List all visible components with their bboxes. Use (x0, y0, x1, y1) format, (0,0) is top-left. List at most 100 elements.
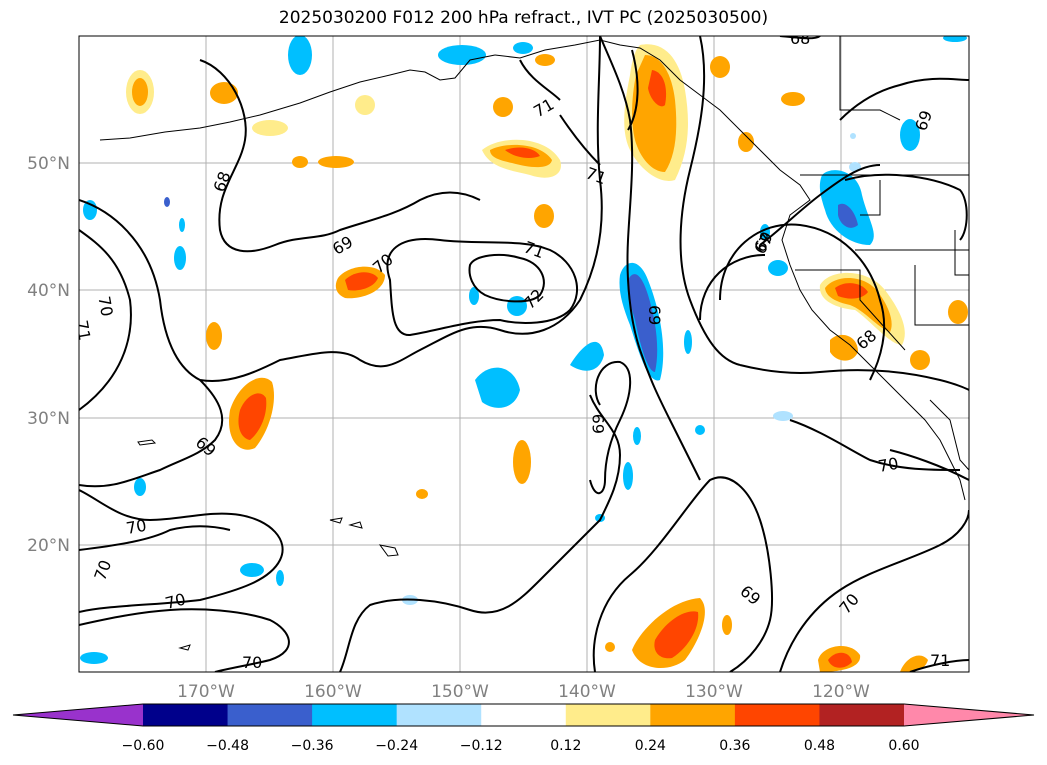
shade-negative (475, 367, 520, 408)
shade-positive (910, 350, 930, 370)
shade-positive (654, 611, 699, 659)
contour-line (844, 173, 968, 241)
shade-positive (830, 334, 858, 361)
shade-negative (943, 36, 967, 42)
colorbar-tick-label: −0.48 (206, 738, 249, 754)
contour-line (679, 36, 741, 366)
shade-negative (179, 218, 185, 232)
coastline-north-america (494, 39, 966, 501)
coastline-aleutians (99, 54, 496, 141)
lon-label: 160°W (304, 682, 362, 702)
shade-negative (838, 203, 858, 228)
colorbar-ticks: −0.60 −0.48 −0.36 −0.24 −0.12 0.12 0.24 … (122, 738, 920, 754)
colorbar-segment (650, 704, 736, 726)
lon-label: 170°W (177, 682, 235, 702)
coastlines (99, 36, 969, 651)
map-title: 2025030200 F012 200 hPa refract., IVT PC… (278, 8, 769, 28)
border-state (860, 180, 881, 216)
colorbar-segment (734, 704, 820, 726)
contour-line (79, 379, 224, 488)
lon-label: 150°W (431, 682, 489, 702)
colorbar-tick-label: −0.36 (291, 738, 334, 754)
shade-positive (632, 55, 677, 172)
border-canada (839, 36, 901, 121)
shade-negative (276, 570, 284, 586)
contour-line (559, 114, 601, 166)
contour-label: 70 (125, 516, 148, 538)
island-hawaii (378, 544, 399, 557)
contour-line (589, 360, 632, 495)
shade-negative (684, 330, 692, 354)
contour-label: 71 (930, 651, 950, 670)
shade-positive (416, 489, 428, 499)
shade-negative (438, 45, 486, 65)
shade-positive (318, 156, 354, 168)
contour-line (79, 489, 284, 613)
colorbar-tick-label: −0.60 (122, 738, 165, 754)
shade-positive (738, 132, 754, 152)
contour-line (79, 525, 231, 551)
contour-line (599, 36, 701, 481)
shade-positive (210, 82, 238, 104)
colorbar-segment (481, 704, 567, 726)
lat-label: 50°N (27, 154, 70, 174)
shade-negative (633, 427, 641, 445)
colorbar-tick-label: −0.12 (460, 738, 503, 754)
shade-negative (623, 462, 633, 490)
lon-label: 130°W (685, 682, 743, 702)
colorbar: −0.60 −0.48 −0.36 −0.24 −0.12 0.12 0.24 … (12, 703, 1035, 754)
shade-negative (773, 411, 793, 421)
contour-label: 70 (242, 653, 262, 672)
shade-positive (948, 300, 968, 324)
shade-negative (850, 133, 856, 139)
shade-positive (605, 642, 615, 652)
longitude-labels: 170°W 160°W 150°W 140°W 130°W 120°W (177, 682, 870, 702)
shade-positive (132, 78, 148, 106)
shade-positive (345, 272, 378, 291)
contour-line (199, 59, 481, 253)
contour-label: 70 (163, 589, 188, 613)
shade-positive (534, 204, 554, 228)
contour-label: 69 (645, 305, 664, 325)
shade-negative (174, 246, 186, 270)
shade-negative (768, 260, 788, 276)
colorbar-extend-low (13, 704, 143, 726)
ivt-shading (80, 36, 968, 672)
shade-positive (828, 652, 852, 668)
contour-line (839, 77, 969, 121)
contour-line (759, 164, 881, 246)
contour-line (699, 254, 766, 321)
shade-positive (781, 92, 805, 106)
contour-line (889, 449, 969, 481)
island-hawaii (329, 517, 343, 524)
shade-positive (710, 56, 730, 78)
colorbar-segment (312, 704, 398, 726)
border-california (795, 269, 906, 351)
colorbar-tick-label: 0.36 (719, 738, 750, 754)
colorbar-segments (143, 704, 905, 726)
shade-negative (627, 274, 658, 372)
shade-negative (134, 478, 146, 496)
contour-line (592, 476, 773, 672)
colorbar-tick-label: 0.60 (888, 738, 919, 754)
shade-negative (570, 341, 604, 371)
contour-line (468, 253, 545, 303)
colorbar-tick-label: 0.12 (550, 738, 581, 754)
coastline-baja (929, 399, 969, 471)
shade-negative (80, 652, 108, 664)
contour-line (79, 229, 132, 411)
shade-positive (252, 120, 288, 136)
colorbar-segment (143, 704, 229, 726)
contour-label: 71 (72, 319, 94, 342)
shade-positive (513, 440, 531, 484)
shade-positive (505, 147, 540, 158)
lat-label: 40°N (27, 281, 70, 301)
island (137, 439, 157, 446)
shade-positive (648, 70, 667, 107)
lon-label: 120°W (812, 682, 870, 702)
contour-line (386, 238, 579, 337)
colorbar-segment (396, 704, 482, 726)
shade-positive (238, 393, 267, 440)
shade-negative (513, 42, 533, 54)
